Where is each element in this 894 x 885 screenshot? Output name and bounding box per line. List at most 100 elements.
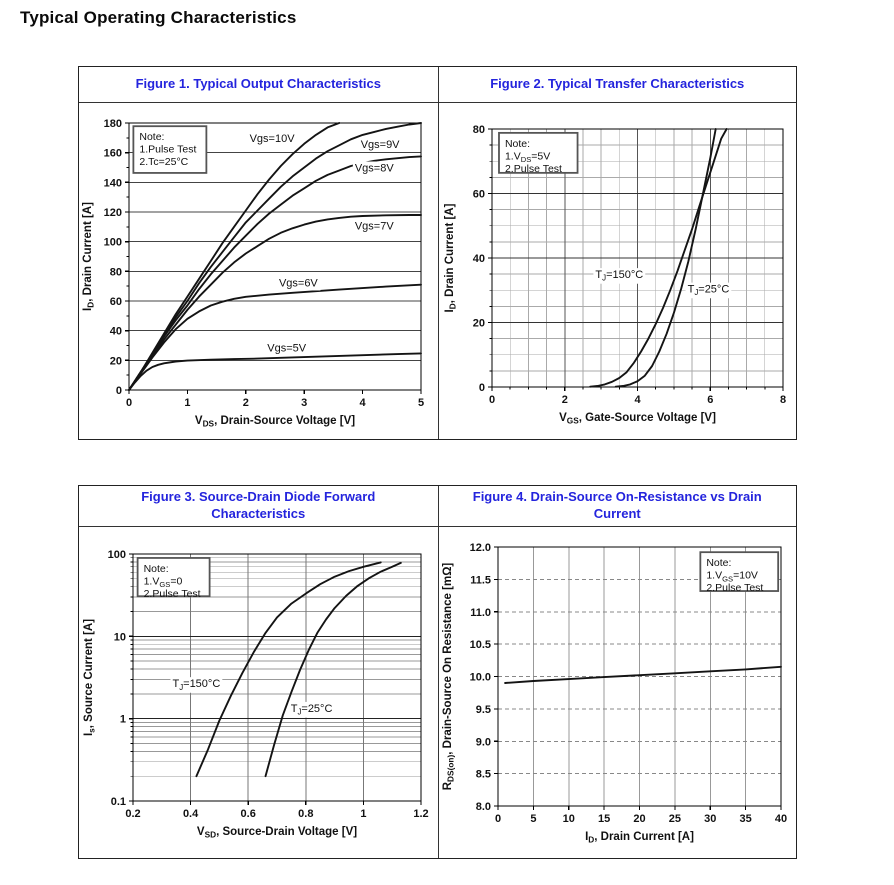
figure-2-title: Figure 2. Typical Transfer Characteristi… xyxy=(437,67,796,103)
note-line: 1.Pulse Test xyxy=(139,144,196,156)
y-tick-label: 140 xyxy=(104,177,122,189)
y-tick-label: 60 xyxy=(472,189,484,201)
note-line: Note: xyxy=(139,131,164,143)
note-line: 2.Tc=25°C xyxy=(139,156,188,168)
curve-label: Vgs=9V xyxy=(358,137,403,152)
x-tick-label: 1 xyxy=(184,397,190,409)
x-tick-label: 20 xyxy=(633,813,645,825)
figure-3-source-drain-diode-forward-characteristics-svg: Note:1.VGS=02.Pulse Test 0.2 0.4 0.6 0.8 1 1.2… xyxy=(83,549,429,840)
y-tick-label: 1 xyxy=(120,714,126,726)
note-line: Note: xyxy=(504,138,529,150)
series-vgs-8v xyxy=(128,155,422,391)
x-tick-label: 25 xyxy=(668,813,680,825)
y-tick-label: 120 xyxy=(104,207,122,219)
x-tick-label: 35 xyxy=(739,813,751,825)
curve-label: TJ=150°C xyxy=(592,268,645,284)
note-line: 1.VGS=0 xyxy=(144,575,183,589)
figure-1-title: Figure 1. Typical Output Characteristics xyxy=(79,67,438,103)
y-tick-label: 40 xyxy=(110,326,122,338)
curve-label: Vgs=7V xyxy=(352,219,397,234)
svg-text:Vgs=7V: Vgs=7V xyxy=(355,220,394,232)
y-tick-label: 160 xyxy=(104,148,122,160)
svg-text:Vgs=6V: Vgs=6V xyxy=(279,277,318,289)
y-axis-label: ID, Drain Current [A] xyxy=(444,203,458,312)
note-line: 2.Pulse Test xyxy=(144,588,201,600)
x-tick-label: 0 xyxy=(494,813,500,825)
y-tick-label: 20 xyxy=(472,318,484,330)
x-tick-label: 4 xyxy=(360,397,367,409)
curve-label: TJ=150°C xyxy=(170,677,223,693)
svg-text:Vgs=5V: Vgs=5V xyxy=(267,343,306,355)
y-tick-label: 40 xyxy=(472,253,484,265)
y-tick-label: 11.5 xyxy=(470,574,491,586)
x-tick-label: 4 xyxy=(634,394,641,406)
y-tick-label: 0 xyxy=(478,382,484,394)
series-vgs-5v xyxy=(128,352,422,391)
x-tick-label: 0 xyxy=(126,397,132,409)
y-tick-label: 80 xyxy=(110,266,122,278)
x-tick-label: 0.6 xyxy=(241,808,256,820)
note-line: Note: xyxy=(706,557,731,569)
figure-3-title: Figure 3. Source-Drain Diode Forward Cha… xyxy=(79,486,438,527)
x-tick-label: 30 xyxy=(704,813,716,825)
x-tick-label: 2 xyxy=(243,397,249,409)
figure-3-chart: Note: 1.VGS=0 2.Pulse Test 0.2 0.4 0.6 0.8 1 1.2… xyxy=(79,527,438,858)
svg-text:TJ=25°C: TJ=25°C xyxy=(291,703,333,717)
note-box: Note:1.VGS=02.Pulse Test xyxy=(136,557,211,600)
y-tick-label: 8.0 xyxy=(475,801,490,813)
x-tick-label: 1.2 xyxy=(413,808,428,820)
y-axis-label: Is, Source Current [A] xyxy=(83,619,97,736)
y-tick-label: 8.5 xyxy=(475,769,490,781)
x-axis-label: ID, Drain Current [A] xyxy=(585,831,694,845)
x-axis-label: VDS, Drain-Source Voltage [V] xyxy=(195,415,355,429)
series-vgs-9v xyxy=(128,122,422,391)
svg-text:Vgs=10V: Vgs=10V xyxy=(250,133,296,145)
y-axis-label: ID, Drain Current [A] xyxy=(82,202,96,311)
x-tick-label: 1 xyxy=(360,808,366,820)
curve-label: Vgs=5V xyxy=(265,341,309,356)
y-tick-label: 80 xyxy=(472,124,484,136)
curve-label: Vgs=8V xyxy=(352,161,397,176)
y-tick-label: 100 xyxy=(108,549,126,561)
x-tick-label: 40 xyxy=(774,813,786,825)
x-tick-label: 3 xyxy=(301,397,307,409)
y-tick-label: 10 xyxy=(114,631,126,643)
y-tick-label: 10.0 xyxy=(469,672,490,684)
curve-label: TJ=25°C xyxy=(288,701,335,718)
series-tj-25c xyxy=(614,128,717,388)
x-tick-label: 0 xyxy=(488,394,494,406)
note-line: Note: xyxy=(144,563,169,575)
curve-label: Vgs=6V xyxy=(276,276,321,291)
y-tick-label: 9.0 xyxy=(475,736,490,748)
series-rds-on xyxy=(503,665,782,684)
x-tick-label: 0.4 xyxy=(183,808,199,820)
curve-label: TJ=25°C xyxy=(685,282,731,299)
y-tick-label: 20 xyxy=(110,355,122,367)
top-figure-table: Figure 1. Typical Output Characteristics… xyxy=(78,66,797,440)
y-tick-label: 60 xyxy=(110,296,122,308)
x-axis-label: VSD, Source-Drain Voltage [V] xyxy=(197,826,357,840)
series-vgs-6v xyxy=(128,283,422,391)
x-tick-label: 6 xyxy=(707,394,713,406)
x-tick-label: 10 xyxy=(562,813,574,825)
svg-text:Vgs=9V: Vgs=9V xyxy=(361,139,400,151)
figure-4-title: Figure 4. Drain-Source On-Resistance vs … xyxy=(437,486,796,527)
figure-4-chart: Note: 1.VGS=10V 2.Pulse Test 0 5 10 15 20 25 30 35… xyxy=(437,527,797,858)
figure-2-chart: Note: 1.VDS=5V 2.Pulse Test 0 2 4 6 8 0 20 40 60 80 V… xyxy=(437,103,797,439)
note-box: Note:1.VDS=5V2.Pulse Test xyxy=(497,131,578,175)
svg-text:Vgs=8V: Vgs=8V xyxy=(355,163,394,175)
x-tick-label: 2 xyxy=(561,394,567,406)
y-tick-label: 11.0 xyxy=(470,607,491,619)
x-tick-label: 5 xyxy=(530,813,536,825)
y-axis-label: RDS(on), Drain-Source On Resistance [mΩ] xyxy=(442,563,456,791)
note-line: 2.Pulse Test xyxy=(706,582,763,594)
svg-text:TJ=150°C: TJ=150°C xyxy=(595,269,643,283)
series-tj-150c xyxy=(588,128,728,388)
series-tj-25c xyxy=(264,561,402,778)
y-tick-label: 0.1 xyxy=(111,796,126,808)
note-line: 2.Pulse Test xyxy=(504,163,561,175)
curve-label: Vgs=10V xyxy=(247,131,298,146)
